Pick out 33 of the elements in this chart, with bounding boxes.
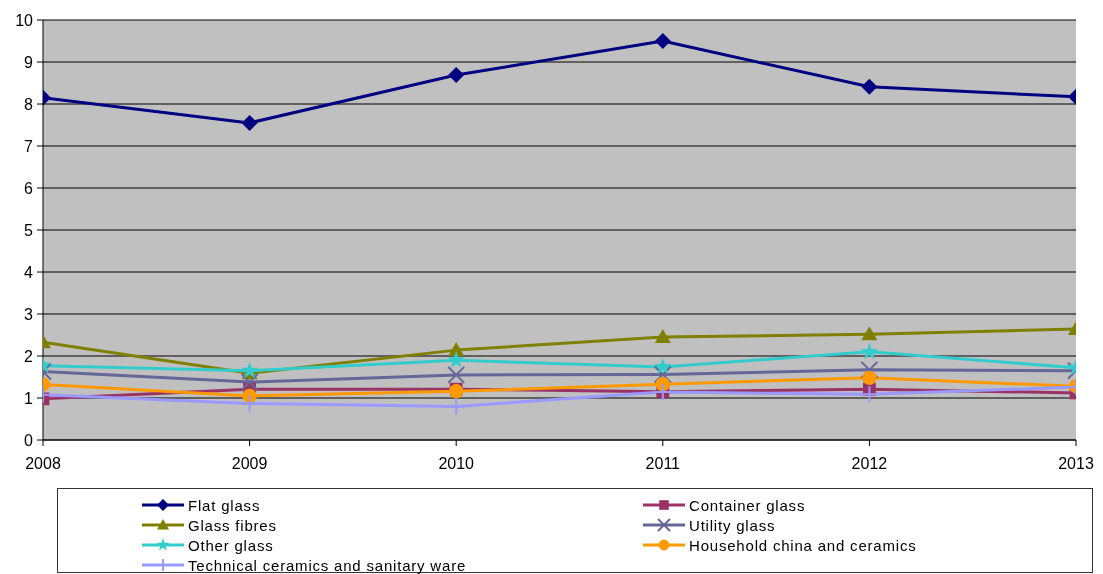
legend-label: Other glass: [188, 536, 274, 554]
y-tick-label: 10: [15, 11, 34, 29]
x-tick-label: 2012: [851, 455, 888, 473]
y-tick-label: 3: [24, 305, 34, 323]
point: [653, 365, 672, 384]
y-tick-label: 0: [24, 431, 34, 449]
y-tick-label: 7: [24, 137, 34, 155]
point: [654, 33, 671, 49]
y-tick-label: 5: [24, 221, 34, 239]
point: [448, 67, 465, 84]
y-tick-label: 4: [24, 263, 34, 281]
point: [448, 342, 465, 357]
point: [654, 329, 671, 344]
x-tick-label: 2009: [231, 455, 268, 473]
legend-label: Household china and ceramics: [689, 536, 917, 554]
y-tick-label: 2: [24, 347, 34, 365]
x-tick-label: 2013: [1058, 455, 1094, 473]
point: [447, 365, 466, 384]
y-tick-label: 8: [24, 95, 34, 113]
y-tick-label: 9: [24, 53, 34, 71]
legend-label: Technical ceramics and sanitary ware: [188, 556, 467, 574]
legend-label: Glass fibres: [188, 516, 277, 534]
x-tick-label: 2008: [25, 455, 61, 473]
y-tick-label: 6: [24, 179, 34, 197]
x-tick-label: 2010: [438, 455, 475, 473]
y-tick-label: 1: [24, 389, 34, 407]
legend-label: Utility glass: [689, 516, 776, 534]
legend-label: Flat glass: [188, 496, 261, 514]
point: [447, 351, 465, 368]
point: [654, 357, 672, 375]
point: [655, 376, 670, 392]
x-tick-label: 2011: [645, 455, 681, 473]
legend-label: Container glass: [689, 496, 806, 514]
